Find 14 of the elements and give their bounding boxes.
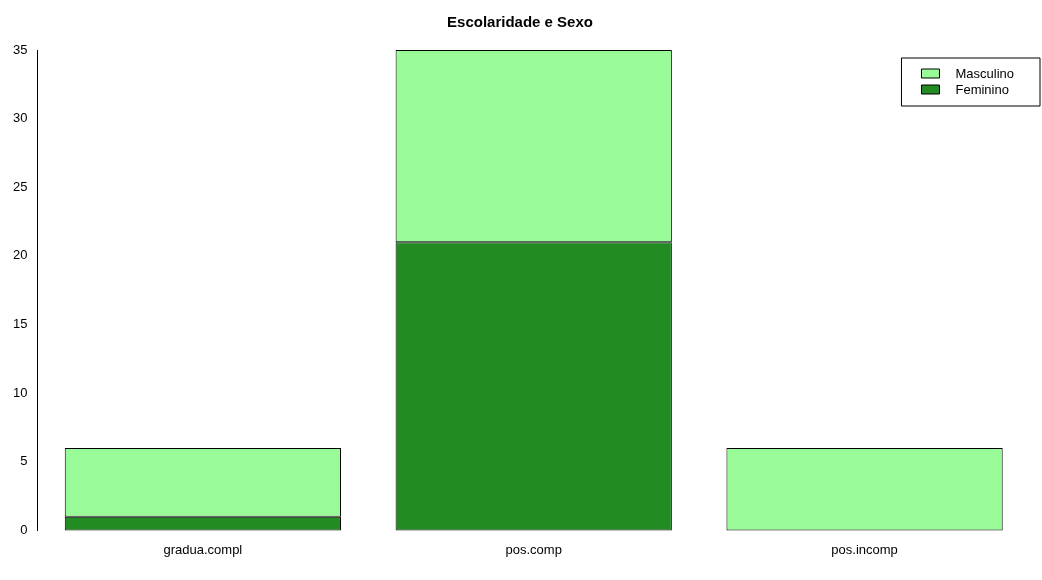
y-tick-label: 20 — [12, 247, 28, 263]
y-tick-label: 30 — [12, 110, 28, 126]
y-tick-label: 0 — [20, 521, 28, 537]
y-tick-label: 35 — [12, 41, 28, 57]
x-tick-label: pos.comp — [505, 541, 562, 557]
chart-title: Escolaridade e Sexo — [447, 13, 593, 31]
x-tick-label: gradua.compl — [163, 541, 243, 557]
y-tick-label: 5 — [20, 453, 28, 469]
legend-label: Masculino — [955, 65, 1015, 81]
y-tick-label: 10 — [12, 384, 28, 400]
legend-label: Feminino — [955, 81, 1009, 97]
y-tick-label: 25 — [12, 178, 28, 194]
x-tick-label: pos.incomp — [831, 541, 898, 557]
y-tick-label: 15 — [12, 316, 28, 332]
